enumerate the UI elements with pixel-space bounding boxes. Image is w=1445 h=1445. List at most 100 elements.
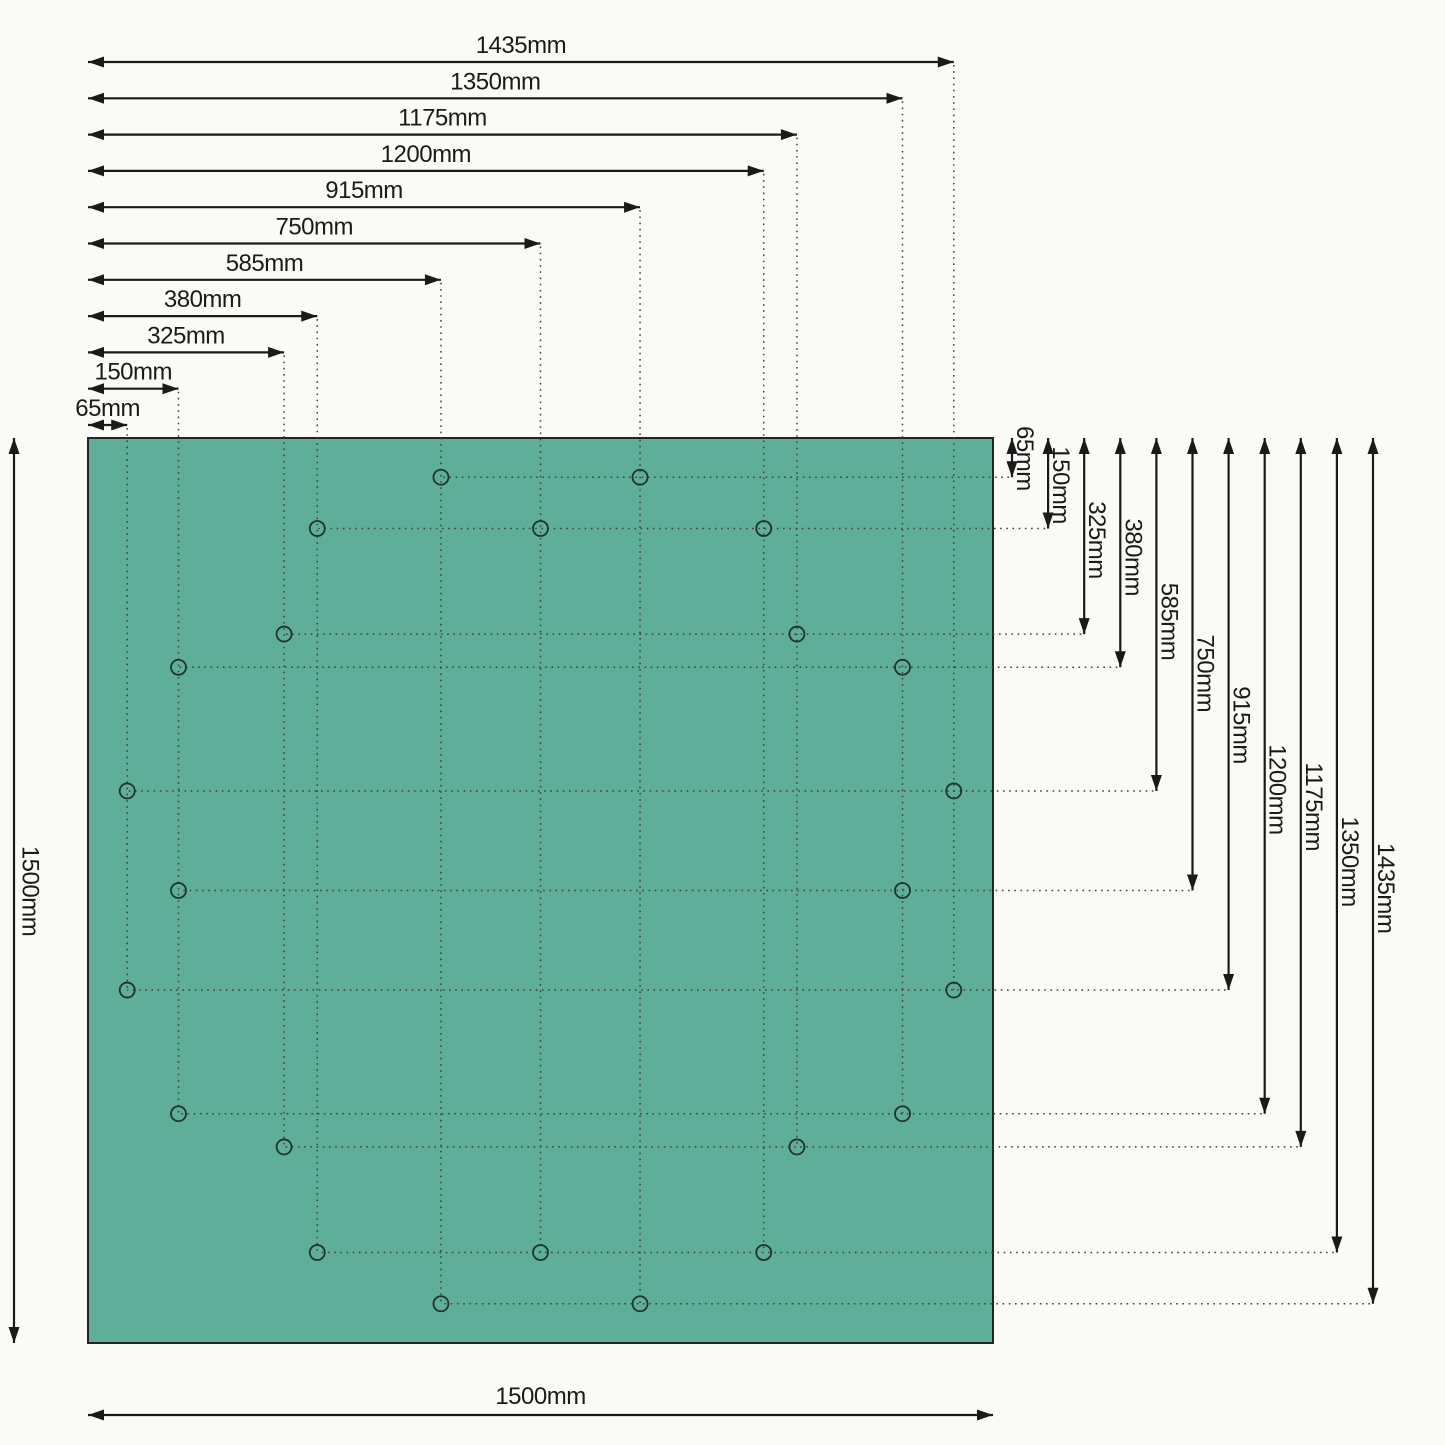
- arrowhead: [1259, 1097, 1271, 1114]
- hole: [118, 782, 136, 800]
- arrowhead: [1187, 438, 1198, 454]
- hole: [945, 782, 963, 800]
- arrowhead: [88, 56, 104, 68]
- top-dimension-150mm: 150mm: [88, 359, 180, 1114]
- right-dimension-label: 150mm: [1047, 446, 1074, 524]
- arrowhead: [1042, 512, 1054, 529]
- top-dimension-label: 1175mm: [398, 105, 487, 132]
- top-dimension-label: 150mm: [94, 359, 172, 386]
- arrowhead: [1114, 651, 1126, 668]
- arrowhead: [1114, 438, 1126, 454]
- arrowhead: [301, 310, 318, 322]
- arrowhead: [1331, 1236, 1343, 1253]
- arrowhead: [88, 1409, 104, 1421]
- arrowhead: [780, 129, 797, 141]
- top-dimension-750mm: 750mm: [88, 214, 542, 1253]
- top-dimension-label: 1200mm: [381, 141, 471, 168]
- right-dimension-325mm: 325mm: [284, 438, 1110, 635]
- arrowhead: [88, 419, 104, 431]
- arrowhead: [1367, 438, 1379, 454]
- hole: [894, 658, 911, 676]
- bottom-overall-width-label: 1500mm: [495, 1383, 586, 1410]
- arrowhead: [1259, 438, 1271, 454]
- right-dimension-label: 1175mm: [1300, 762, 1327, 851]
- hole: [532, 520, 549, 537]
- hole: [631, 1295, 649, 1313]
- right-dimension-label: 585mm: [1155, 583, 1182, 661]
- right-dimension-915mm: 915mm: [127, 438, 1255, 991]
- arrowhead: [1295, 1130, 1307, 1147]
- arrowhead: [886, 92, 903, 104]
- arrowhead: [937, 56, 954, 68]
- right-dimension-label: 1350mm: [1336, 816, 1363, 906]
- top-dimension-1435mm: 1435mm: [88, 32, 955, 991]
- bottom-overall-dimension: [88, 1409, 993, 1421]
- arrowhead: [162, 383, 179, 395]
- right-dimension-1435mm: 1435mm: [440, 438, 1399, 1305]
- hole: [308, 520, 326, 537]
- hole: [170, 658, 187, 676]
- arrowhead: [1042, 438, 1054, 454]
- arrowhead: [1187, 874, 1198, 891]
- left-overall-dimension: [8, 438, 20, 1343]
- top-dimension-label: 585mm: [226, 250, 304, 277]
- top-dimension-65mm: 65mm: [75, 395, 140, 991]
- top-dimension-1200mm: 1200mm: [88, 141, 765, 1253]
- arrowhead: [1223, 974, 1235, 991]
- hole: [532, 1244, 549, 1261]
- hole: [170, 1105, 187, 1123]
- arrowhead: [88, 383, 104, 395]
- right-dimension-label: 1435mm: [1372, 843, 1399, 933]
- hole: [170, 882, 187, 899]
- arrowhead: [1331, 438, 1343, 454]
- arrowhead: [1006, 438, 1018, 454]
- top-dimension-label: 750mm: [275, 214, 353, 241]
- left-overall-height-label: 1500mm: [16, 845, 44, 937]
- top-dimension-915mm: 915mm: [88, 177, 641, 1304]
- hole: [788, 625, 806, 643]
- arrowhead: [88, 165, 104, 177]
- right-dimension-label: 915mm: [1228, 686, 1255, 764]
- right-dimension-label: 750mm: [1192, 635, 1219, 713]
- holes-group: [118, 468, 963, 1313]
- right-dimension-585mm: 585mm: [127, 438, 1182, 792]
- arrowhead: [88, 238, 104, 249]
- right-dimension-label: 325mm: [1083, 501, 1110, 579]
- top-dimension-label: 1350mm: [450, 68, 540, 95]
- right-dimension-380mm: 380mm: [178, 438, 1146, 669]
- top-dimension-label: 65mm: [75, 395, 140, 422]
- hole: [432, 468, 450, 486]
- arrowhead: [88, 129, 104, 141]
- hole: [118, 981, 136, 999]
- arrowhead: [111, 419, 128, 431]
- top-dimension-325mm: 325mm: [88, 322, 285, 1147]
- arrowhead: [747, 165, 764, 177]
- right-dimension-label: 65mm: [1011, 426, 1038, 491]
- arrowhead: [1150, 438, 1162, 454]
- arrowhead: [424, 274, 441, 286]
- right-dimension-1350mm: 1350mm: [317, 438, 1363, 1254]
- top-dimension-585mm: 585mm: [88, 250, 442, 1304]
- hole: [755, 1244, 773, 1261]
- arrowhead: [8, 1327, 20, 1343]
- right-dimension-750mm: 750mm: [178, 438, 1219, 892]
- arrowhead: [268, 346, 285, 358]
- hole: [308, 1244, 326, 1261]
- arrowhead: [88, 274, 104, 286]
- arrowhead: [977, 1409, 993, 1421]
- right-dimension-label: 1200mm: [1264, 744, 1291, 834]
- arrowhead: [1078, 618, 1090, 635]
- arrowhead: [1367, 1287, 1379, 1304]
- arrowhead: [8, 438, 20, 454]
- arrowhead: [1295, 438, 1307, 454]
- right-dimension-label: 380mm: [1119, 518, 1146, 596]
- arrowhead: [1078, 438, 1090, 454]
- arrowhead: [88, 201, 104, 213]
- right-dimension-1200mm: 1200mm: [178, 438, 1291, 1115]
- right-dimension-1175mm: 1175mm: [284, 438, 1327, 1148]
- hole: [755, 520, 773, 537]
- arrowhead: [1006, 461, 1018, 478]
- top-dimension-380mm: 380mm: [88, 286, 319, 1253]
